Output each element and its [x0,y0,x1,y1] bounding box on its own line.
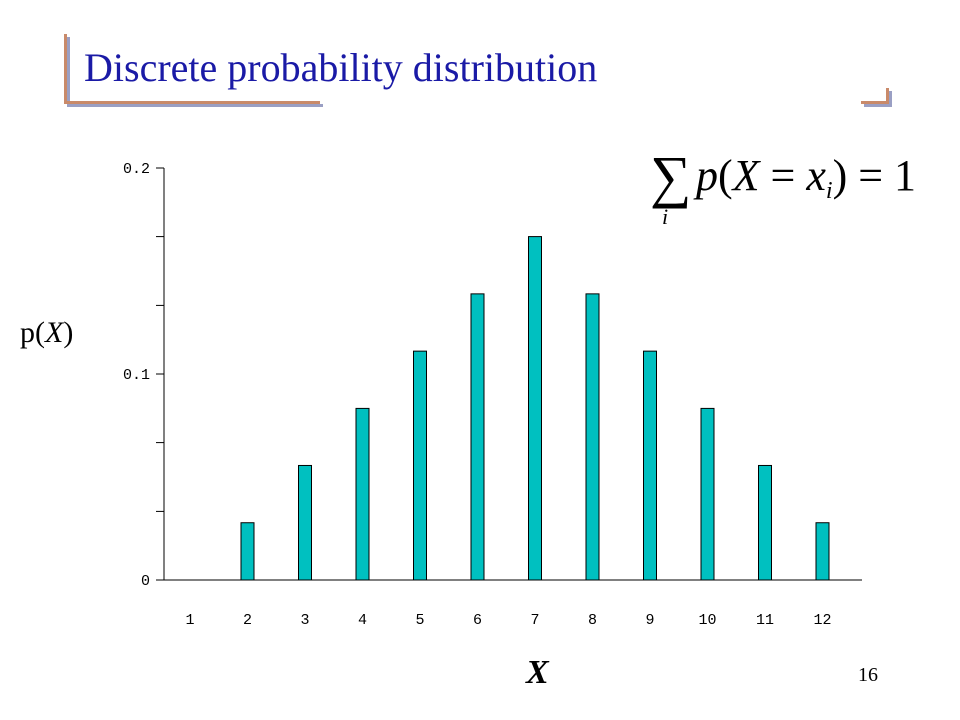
x-tick-label: 3 [300,612,309,629]
summation-symbol: ∑ [650,144,692,209]
x-tick-label: 6 [473,612,482,629]
formula-close-paren: ) [832,151,848,200]
x-tick-label: 5 [415,612,424,629]
bar [298,464,312,581]
normalization-formula: ∑ i p(X = xi) = 1 [640,144,916,230]
frame-corner-right-shadow-h [864,104,892,107]
formula-equals: = [759,151,807,200]
bar [815,522,830,581]
bar [528,236,542,581]
y-label-suffix: ) [63,316,74,349]
x-tick-label: 2 [243,612,252,629]
x-tick-label: 1 [185,612,194,629]
formula-x-subscript: i [825,178,833,204]
bar [240,522,255,581]
frame-corner-right-h [861,101,889,104]
bars [240,236,830,581]
x-axis-label: X [526,654,549,691]
bar [413,350,427,581]
formula-equals-one: = 1 [847,151,917,200]
x-tick-label: 10 [698,612,716,629]
formula-expression: p(X = xi) = 1 [696,154,916,213]
x-tick-label: 9 [645,612,654,629]
frame-corner-top-left-shadow-v [67,37,70,107]
x-tick-label: 7 [530,612,539,629]
y-label-prefix: p( [20,316,45,349]
page-number: 16 [858,664,878,686]
bar [470,293,485,581]
x-tick-label: 4 [358,612,367,629]
formula-x: x [806,151,826,200]
y-axis: 0 0.1 0.2 [123,161,165,590]
frame-corner-right-shadow-v [889,91,892,107]
bar [585,293,600,581]
y-tick-label: 0.2 [123,161,150,178]
x-tick-label: 8 [588,612,597,629]
bar [700,407,715,581]
bar [643,350,657,581]
bar [355,407,370,581]
summation-index: i [662,204,669,229]
x-tick-label: 12 [813,612,831,629]
y-tick-label: 0 [141,573,150,590]
y-tick-label: 0.1 [123,367,150,384]
formula-var: X [732,151,760,200]
y-label-var: X [45,316,64,349]
frame-corner-top-left-shadow-h [67,104,323,107]
bar [758,464,772,581]
frame-corner-right-v [886,88,889,104]
x-tick-label: 11 [756,612,774,629]
frame-corner-top-left-h [64,101,320,104]
frame-corner-top-left-v [64,34,67,104]
slide-title: Discrete probability distribution [84,45,598,90]
x-axis: 1 2 3 4 5 6 7 8 9 10 11 12 [156,579,862,629]
formula-open-paren: ( [718,151,733,200]
formula-p: p [696,151,718,200]
y-axis-label: p(X) [20,316,73,350]
